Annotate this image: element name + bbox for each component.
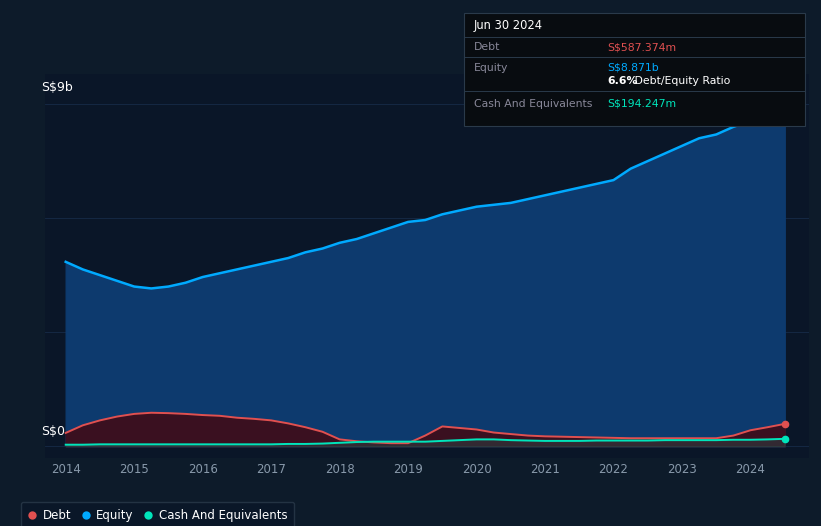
Text: Equity: Equity [474, 63, 508, 73]
Text: S$194.247m: S$194.247m [608, 98, 677, 109]
Text: Cash And Equivalents: Cash And Equivalents [474, 98, 592, 109]
Text: S$9b: S$9b [41, 82, 73, 94]
Legend: Debt, Equity, Cash And Equivalents: Debt, Equity, Cash And Equivalents [21, 502, 295, 526]
Text: S$587.374m: S$587.374m [608, 42, 677, 52]
Text: 6.6%: 6.6% [608, 76, 638, 86]
Text: S$0: S$0 [41, 425, 66, 438]
Text: Debt: Debt [474, 42, 500, 52]
Text: Debt/Equity Ratio: Debt/Equity Ratio [631, 76, 730, 86]
Text: S$8.871b: S$8.871b [608, 63, 659, 73]
Text: Jun 30 2024: Jun 30 2024 [474, 19, 543, 32]
